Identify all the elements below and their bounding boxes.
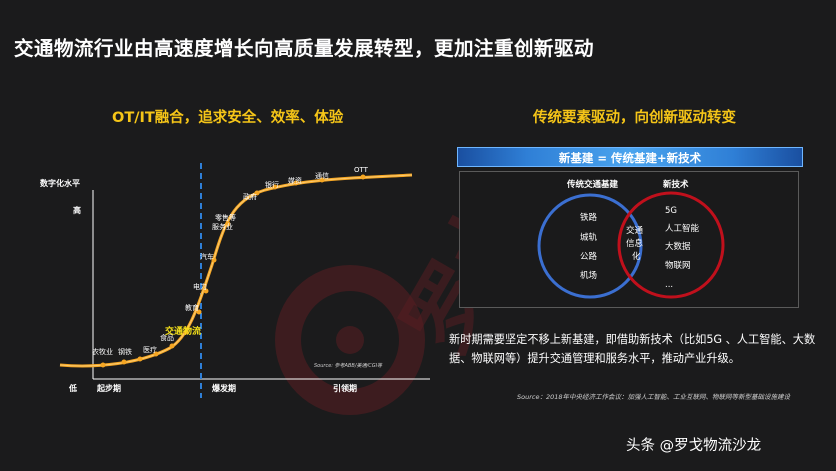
curve-points — [100, 174, 366, 368]
point-dot — [183, 329, 189, 335]
point-dot — [211, 257, 217, 263]
left-item: 公路 — [580, 251, 598, 262]
point-label: 媒资 — [288, 176, 302, 185]
stage-label: 起步期 — [96, 383, 121, 393]
right-item: 人工智能 — [665, 223, 700, 234]
formula-text: 新基建 = 传统基建+新技术 — [558, 151, 702, 165]
point-dot — [293, 180, 299, 186]
point-label: 银行 — [265, 180, 279, 189]
y-low-label: 低 — [68, 383, 77, 393]
left-source: Source: 参考ABB/美通/CGI等 — [314, 362, 383, 369]
point-label-highlight: 交通物流 — [165, 325, 201, 337]
point-dot — [137, 356, 143, 362]
footer-attribution: 头条 @罗戈物流沙龙 — [626, 438, 762, 454]
point-label: 政府 — [243, 192, 257, 201]
left-circle — [537, 193, 643, 299]
point-label: 汽车 — [200, 252, 214, 261]
point-label: 教育 — [185, 303, 199, 312]
left-circle-title: 传统交通基建 — [566, 179, 619, 190]
center-line: 信息 — [626, 238, 644, 249]
point-dot — [203, 288, 209, 294]
left-item: 铁路 — [580, 212, 598, 223]
point-dot — [319, 177, 325, 183]
stage-label: 爆发期 — [212, 383, 236, 393]
right-item: 大数据 — [665, 241, 691, 252]
center-line: 化 — [632, 251, 641, 262]
right-source: Source：2018年中央经济工作会议：加强人工智能、工业互联网、物联网等新型… — [517, 393, 791, 401]
point-dot — [153, 351, 159, 357]
right-item: 物联网 — [665, 260, 691, 271]
point-dot — [360, 174, 366, 180]
point-label: OTT — [354, 166, 369, 174]
point-label: 电力 — [193, 282, 207, 291]
right-item: 5G — [665, 206, 677, 216]
point-dot — [169, 343, 175, 349]
point-dot — [100, 362, 106, 368]
point-dot — [272, 184, 278, 190]
y-high-label: 高 — [73, 205, 81, 215]
formula-bar: 新基建 = 传统基建+新技术 — [457, 147, 803, 167]
point-label: 服务业 — [212, 222, 233, 231]
point-label: 零售等 — [215, 213, 236, 222]
left-subtitle: OT/IT融合，追求安全、效率、体验 — [112, 110, 344, 126]
point-dot — [254, 190, 260, 196]
point-dot — [225, 221, 231, 227]
right-item: ... — [665, 280, 673, 290]
point-label: 食品 — [160, 333, 174, 342]
y-axis-label: 数字化水平 — [40, 178, 80, 188]
point-label: 通信 — [315, 171, 329, 180]
stage-label: 引领期 — [333, 383, 357, 393]
point-dot — [121, 359, 127, 365]
right-circle — [617, 191, 725, 299]
right-subtitle: 传统要素驱动，向创新驱动转变 — [533, 110, 736, 126]
center-line: 交通 — [626, 225, 644, 236]
venn-box — [459, 171, 799, 308]
point-label: 农牧业 — [92, 347, 113, 356]
point-dot — [196, 309, 202, 315]
left-item: 机场 — [580, 270, 597, 281]
point-label: 钢铁 — [118, 347, 132, 356]
page-title: 交通物流行业由高速度增长向高质量发展转型，更加注重创新驱动 — [14, 37, 595, 60]
right-circle-title: 新技术 — [663, 179, 689, 190]
point-label: 医疗 — [143, 345, 157, 354]
description-paragraph: 新时期需要坚定不移上新基建，即借助新技术（比如5G 、人工智能、大数据、物联网等… — [449, 333, 816, 365]
left-item: 城轨 — [580, 232, 598, 243]
